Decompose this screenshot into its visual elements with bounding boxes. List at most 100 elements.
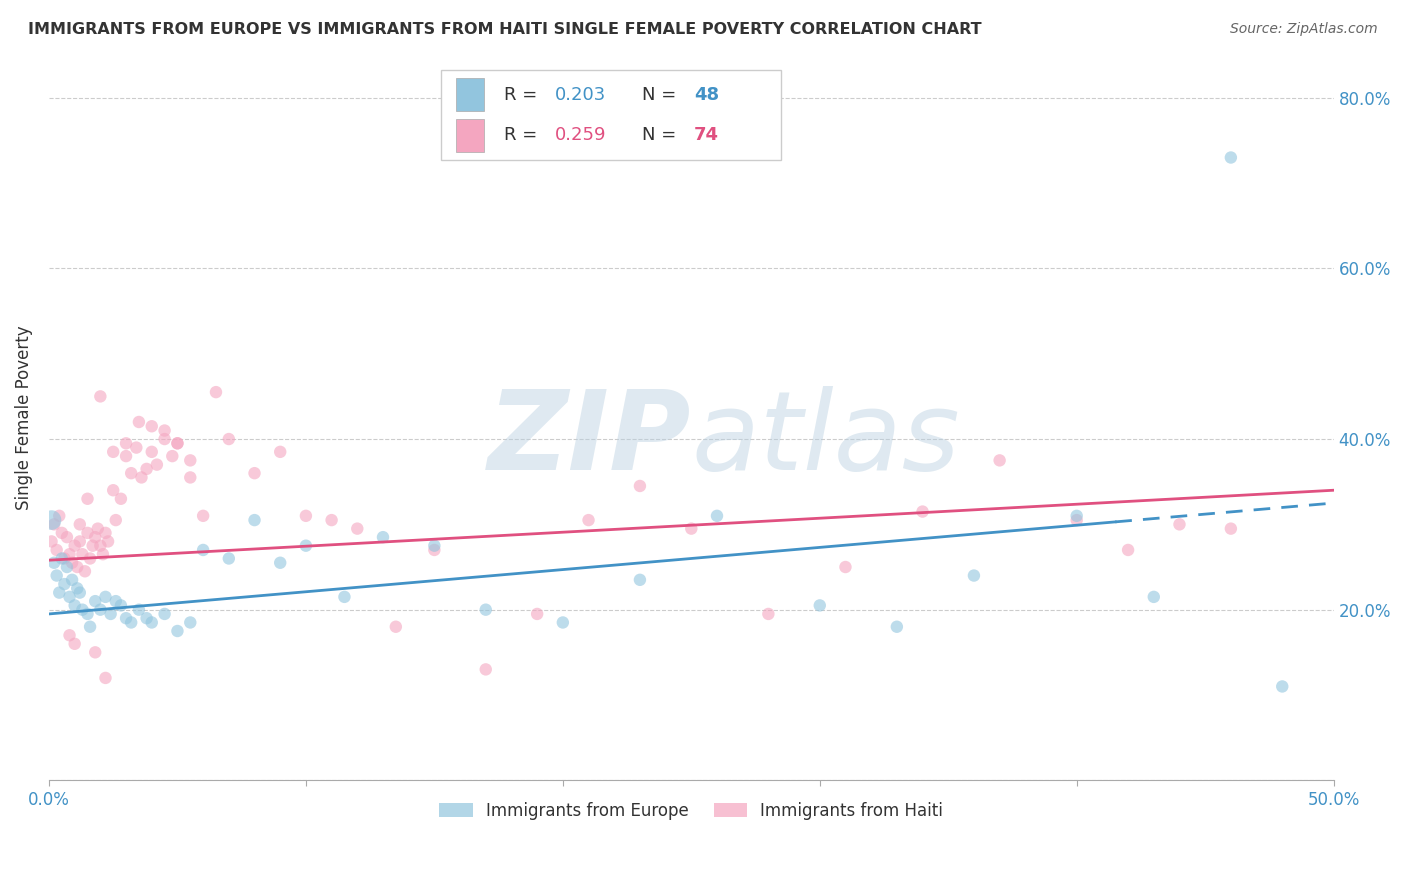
Point — [42, 517, 65, 532]
Point — [808, 599, 831, 613]
Point — [179, 470, 201, 484]
Point — [1066, 513, 1088, 527]
Point — [128, 415, 150, 429]
Point — [51, 551, 73, 566]
Point — [295, 539, 318, 553]
Point — [141, 419, 163, 434]
Point — [72, 602, 94, 616]
Point — [474, 602, 496, 616]
Point — [218, 432, 240, 446]
Point — [141, 445, 163, 459]
Point — [681, 522, 703, 536]
Point — [166, 436, 188, 450]
Point — [135, 611, 157, 625]
Point — [58, 590, 80, 604]
Point — [66, 560, 89, 574]
Point — [423, 539, 446, 553]
Point — [103, 445, 125, 459]
Point — [103, 483, 125, 498]
Point — [179, 615, 201, 630]
Point — [628, 573, 651, 587]
Text: Source: ZipAtlas.com: Source: ZipAtlas.com — [1230, 22, 1378, 37]
Point — [125, 441, 148, 455]
Point — [988, 453, 1011, 467]
Point — [1116, 543, 1139, 558]
Point — [115, 449, 138, 463]
Text: 48: 48 — [695, 86, 718, 103]
Point — [53, 551, 76, 566]
Point — [94, 671, 117, 685]
Point — [53, 577, 76, 591]
Point — [1271, 680, 1294, 694]
Point — [153, 607, 176, 621]
Point — [146, 458, 169, 472]
Point — [886, 620, 908, 634]
Point — [474, 662, 496, 676]
Text: IMMIGRANTS FROM EUROPE VS IMMIGRANTS FROM HAITI SINGLE FEMALE POVERTY CORRELATIO: IMMIGRANTS FROM EUROPE VS IMMIGRANTS FRO… — [28, 22, 981, 37]
Point — [526, 607, 548, 621]
Point — [41, 534, 63, 549]
Point — [82, 539, 104, 553]
Text: atlas: atlas — [692, 386, 960, 493]
Point — [110, 491, 132, 506]
Point — [153, 424, 176, 438]
Point — [162, 449, 184, 463]
Point — [45, 543, 67, 558]
FancyBboxPatch shape — [456, 119, 485, 152]
Point — [1219, 151, 1241, 165]
Point — [110, 599, 132, 613]
Point — [1168, 517, 1191, 532]
Point — [1219, 522, 1241, 536]
FancyBboxPatch shape — [456, 78, 485, 111]
Point — [69, 534, 91, 549]
Point — [84, 530, 107, 544]
Point — [135, 462, 157, 476]
Point — [41, 513, 63, 527]
Point — [104, 594, 127, 608]
Point — [153, 432, 176, 446]
Point — [963, 568, 986, 582]
Point — [269, 445, 291, 459]
Point — [115, 611, 138, 625]
Point — [218, 551, 240, 566]
Point — [97, 534, 120, 549]
Point — [166, 436, 188, 450]
Point — [706, 508, 728, 523]
Point — [191, 543, 214, 558]
Point — [333, 590, 356, 604]
FancyBboxPatch shape — [441, 70, 782, 161]
Point — [578, 513, 600, 527]
Point — [56, 530, 79, 544]
Point — [66, 582, 89, 596]
Point — [120, 615, 142, 630]
Point — [243, 466, 266, 480]
Point — [128, 602, 150, 616]
Point — [94, 590, 117, 604]
Point — [141, 615, 163, 630]
Point — [346, 522, 368, 536]
Point — [94, 525, 117, 540]
Point — [84, 594, 107, 608]
Point — [115, 436, 138, 450]
Point — [269, 556, 291, 570]
Point — [371, 530, 394, 544]
Point — [1143, 590, 1166, 604]
Text: N =: N = — [643, 127, 682, 145]
Point — [79, 620, 101, 634]
Point — [76, 491, 98, 506]
Text: R =: R = — [503, 86, 543, 103]
Text: R =: R = — [503, 127, 543, 145]
Point — [51, 525, 73, 540]
Legend: Immigrants from Europe, Immigrants from Haiti: Immigrants from Europe, Immigrants from … — [433, 795, 950, 826]
Point — [56, 560, 79, 574]
Point — [191, 508, 214, 523]
Point — [179, 453, 201, 467]
Point — [911, 505, 934, 519]
Point — [60, 573, 83, 587]
Point — [63, 637, 86, 651]
Point — [60, 556, 83, 570]
Point — [295, 508, 318, 523]
Point — [104, 513, 127, 527]
Point — [87, 522, 110, 536]
Point — [63, 599, 86, 613]
